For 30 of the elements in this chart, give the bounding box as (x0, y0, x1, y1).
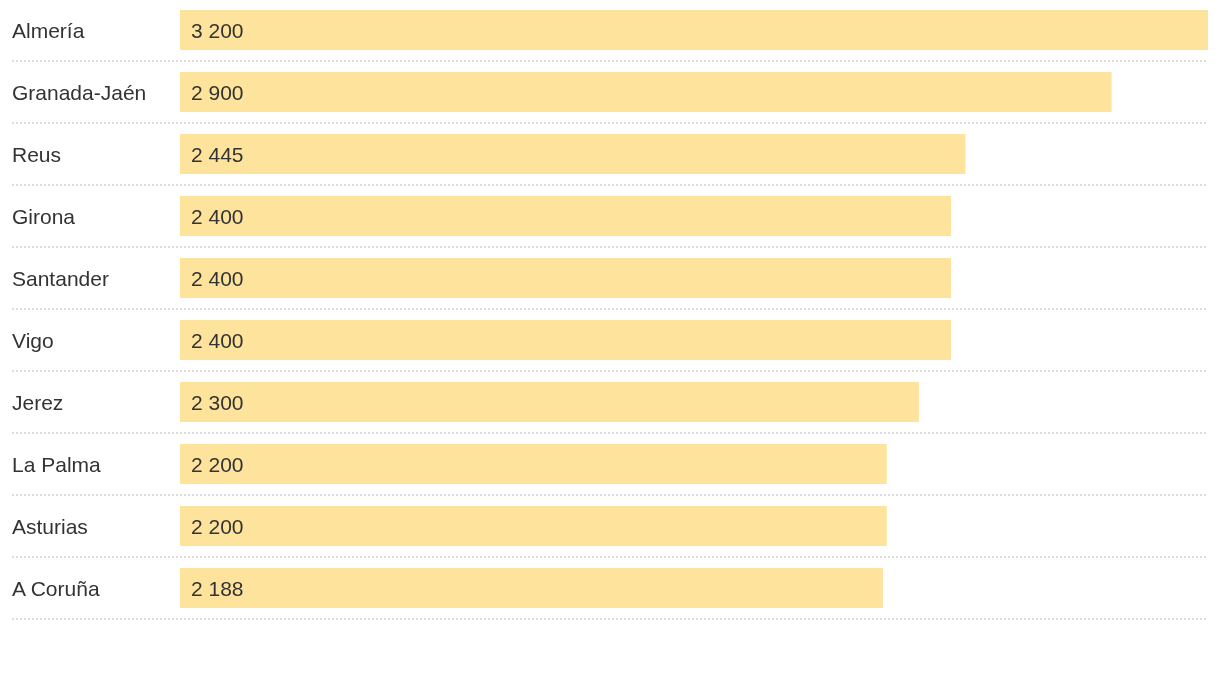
data-label: 2 400 (191, 266, 244, 290)
y-tick-label: Reus (12, 142, 62, 166)
bar (180, 72, 1112, 112)
y-tick-label: Almería (12, 18, 85, 42)
y-tick-label: La Palma (12, 452, 102, 476)
data-label: 2 400 (191, 204, 244, 228)
data-label: 3 200 (191, 18, 244, 42)
bar (180, 258, 951, 298)
bar (180, 506, 887, 546)
bar (180, 134, 966, 174)
data-label: 2 300 (191, 390, 244, 414)
y-tick-label: Girona (12, 204, 76, 228)
y-tick-label: Santander (12, 266, 109, 290)
bar (180, 382, 919, 422)
data-label: 2 445 (191, 142, 244, 166)
y-tick-label: Granada-Jaén (12, 80, 147, 104)
y-tick-label: Asturias (12, 514, 88, 538)
data-label: 2 200 (191, 514, 244, 538)
bar (180, 444, 887, 484)
bar (180, 568, 883, 608)
y-tick-label: Vigo (12, 328, 54, 352)
y-tick-label: Jerez (12, 390, 64, 414)
bar (180, 10, 1208, 50)
y-tick-label: A Coruña (12, 576, 100, 600)
data-label: 2 400 (191, 328, 244, 352)
bar (180, 320, 951, 360)
data-label: 2 900 (191, 80, 244, 104)
data-label: 2 200 (191, 452, 244, 476)
data-label: 2 188 (191, 576, 244, 600)
bar (180, 196, 951, 236)
